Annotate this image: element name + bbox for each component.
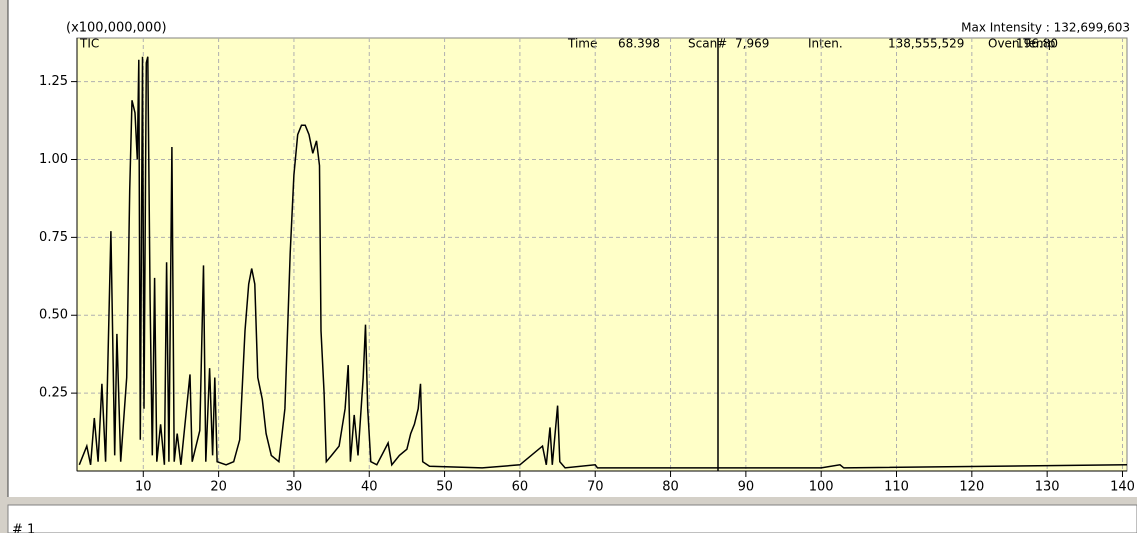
x-tick-label: 60 bbox=[512, 480, 529, 495]
x-tick-label: 140 bbox=[1110, 480, 1135, 495]
readout-label: Inten. bbox=[808, 37, 843, 51]
trace-line bbox=[78, 56, 1128, 469]
x-tick-label: 50 bbox=[436, 480, 453, 495]
x-tick-label: 120 bbox=[959, 480, 984, 495]
readout-value: 138,555,529 bbox=[888, 37, 964, 51]
y-tick-label: 1.00 bbox=[39, 152, 68, 167]
bottom-panel bbox=[7, 504, 1137, 533]
x-tick-label: 90 bbox=[738, 480, 755, 495]
x-tick-label: 40 bbox=[361, 480, 378, 495]
readout-label: Oven Temp bbox=[988, 37, 1055, 51]
readout-value: 196.80 bbox=[1016, 37, 1058, 51]
y-tick-label: 0.25 bbox=[39, 386, 68, 401]
x-tick-label: 30 bbox=[286, 480, 303, 495]
readout-label: Time bbox=[567, 37, 597, 51]
x-tick-label: 100 bbox=[809, 480, 834, 495]
x-tick-label: 80 bbox=[662, 480, 679, 495]
x-tick-label: 10 bbox=[135, 480, 152, 495]
x-tick-label: 70 bbox=[587, 480, 604, 495]
bottom-panel-label: # 1 bbox=[12, 523, 35, 533]
plot-area bbox=[76, 37, 1128, 472]
max-intensity: Max Intensity : 132,699,603 bbox=[961, 21, 1130, 35]
x-tick-label: 130 bbox=[1035, 480, 1060, 495]
y-tick-label: 1.25 bbox=[39, 74, 68, 89]
y-tick-label: 0.50 bbox=[39, 308, 68, 323]
x-tick-label: 110 bbox=[884, 480, 909, 495]
y-tick-label: 0.75 bbox=[39, 230, 68, 245]
readout-value: 7,969 bbox=[735, 37, 769, 51]
trace-label: TIC bbox=[79, 37, 99, 51]
y-unit-label: (x100,000,000) bbox=[66, 21, 167, 36]
readout-value: 68.398 bbox=[618, 37, 660, 51]
readout-label: Scan# bbox=[688, 37, 727, 51]
x-tick-label: 20 bbox=[210, 480, 227, 495]
